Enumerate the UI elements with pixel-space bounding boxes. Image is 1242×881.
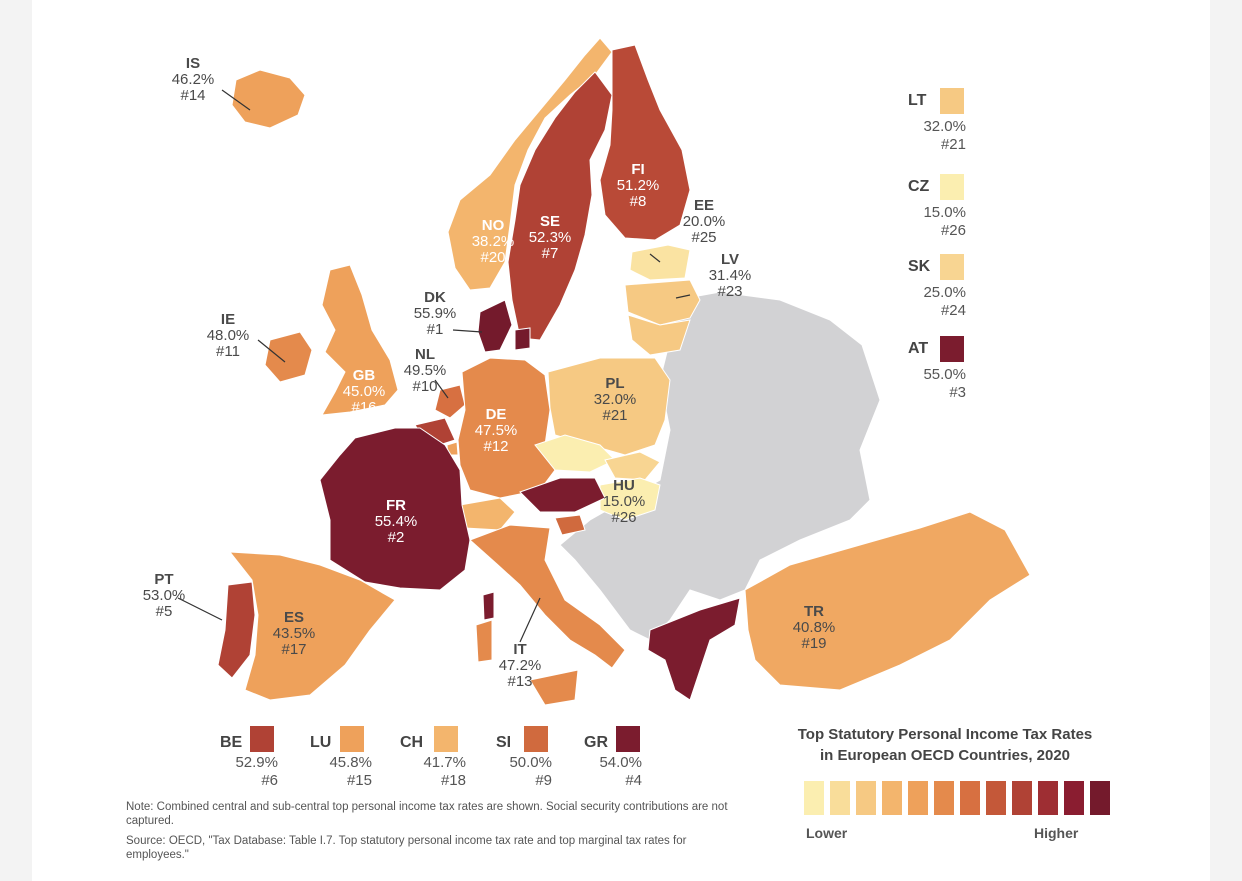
inset-BE: BE 52.9% #6 <box>218 722 308 792</box>
inset-AT: AT 55.0% #3 <box>900 336 990 406</box>
country-shape-FR <box>319 427 471 591</box>
scale-step <box>882 781 902 815</box>
country-shape-NL <box>434 384 466 419</box>
country-shape-AT <box>519 477 606 513</box>
country-shape-DE <box>457 357 556 499</box>
scale-step <box>830 781 850 815</box>
label-PL: PL 32.0% #21 <box>593 375 637 424</box>
country-shape-LV <box>624 279 701 326</box>
scale-step <box>856 781 876 815</box>
country-shape-GB <box>321 264 399 416</box>
swatch-BE <box>250 726 274 752</box>
label-DK: DK 55.9% #1 <box>413 289 457 338</box>
country-shape-IE <box>264 331 313 383</box>
label-EE: EE 20.0% #25 <box>682 197 726 246</box>
label-NL: NL 49.5% #10 <box>403 346 447 395</box>
inset-SK: SK 25.0% #24 <box>900 254 990 324</box>
scale-step <box>804 781 824 815</box>
scale-step <box>934 781 954 815</box>
label-IT: IT 47.2% #13 <box>498 641 542 690</box>
scale-step <box>986 781 1006 815</box>
country-shape-ES <box>228 551 396 701</box>
country-shape-NO <box>447 37 613 291</box>
scale-step <box>908 781 928 815</box>
country-shape-SK <box>604 451 661 481</box>
country-shape-IS <box>231 69 306 129</box>
label-TR: TR 40.8% #19 <box>792 603 836 652</box>
country-shape-HU <box>599 477 661 521</box>
map-title: Top Statutory Personal Income Tax Rates … <box>770 724 1120 766</box>
swatch-CZ <box>940 174 964 200</box>
label-DE: DE 47.5% #12 <box>474 406 518 455</box>
country-shape-LT <box>627 314 691 356</box>
swatch-SI <box>524 726 548 752</box>
leader-lines <box>177 89 691 643</box>
country-shape-PT <box>217 581 256 679</box>
inset-CZ: CZ 15.0% #26 <box>900 174 990 244</box>
inset-LT: LT 32.0% #21 <box>900 88 990 158</box>
swatch-GR <box>616 726 640 752</box>
country-shape-CH <box>459 497 516 531</box>
title-line-2: in European OECD Countries, 2020 <box>819 747 1071 764</box>
title-line-1: Top Statutory Personal Income Tax Rates <box>797 726 1093 743</box>
swatch-LU <box>340 726 364 752</box>
scale-higher-label: Higher <box>1034 825 1079 841</box>
scale-step <box>1090 781 1110 815</box>
label-HU: HU 15.0% #26 <box>602 477 646 526</box>
color-scale <box>804 781 1110 815</box>
note-text: Note: Combined central and sub-central t… <box>126 801 728 827</box>
label-IE: IE 48.0% #11 <box>206 311 250 360</box>
label-NO: NO 38.2% #20 <box>471 217 515 266</box>
inset-GR: GR 54.0% #4 <box>582 722 672 792</box>
source-text: Source: OECD, "Tax Database: Table I.7. … <box>126 835 687 861</box>
swatch-CH <box>434 726 458 752</box>
country-shape-TR <box>744 511 1031 691</box>
country-shape-PL <box>547 357 671 456</box>
inset-LU: LU 45.8% #15 <box>306 722 396 792</box>
swatch-SK <box>940 254 964 280</box>
country-shape-IT <box>469 524 626 706</box>
country-shape-SE <box>507 71 613 341</box>
country-shape-GR <box>647 597 741 701</box>
inset-CH: CH 41.7% #18 <box>396 722 486 792</box>
label-ES: ES 43.5% #17 <box>272 609 316 658</box>
label-FR: FR 55.4% #2 <box>374 497 418 546</box>
scale-step <box>960 781 980 815</box>
scale-lower-label: Lower <box>806 825 848 841</box>
label-LV: LV 31.4% #23 <box>708 251 752 300</box>
scale-step <box>1064 781 1084 815</box>
swatch-LT <box>940 88 964 114</box>
country-shape-FI <box>599 44 691 241</box>
country-shape-SI <box>554 514 586 536</box>
label-SE: SE 52.3% #7 <box>528 213 572 262</box>
label-FI: FI 51.2% #8 <box>616 161 660 210</box>
label-GB: GB 45.0% #16 <box>342 367 386 416</box>
inset-SI: SI 50.0% #9 <box>492 722 582 792</box>
swatch-AT <box>940 336 964 362</box>
label-IS: IS 46.2% #14 <box>171 55 215 104</box>
label-PT: PT 53.0% #5 <box>142 571 186 620</box>
country-shape-FR-corsica <box>482 591 495 621</box>
country-shape-EE <box>629 244 691 281</box>
scale-step <box>1012 781 1032 815</box>
scale-step <box>1038 781 1058 815</box>
